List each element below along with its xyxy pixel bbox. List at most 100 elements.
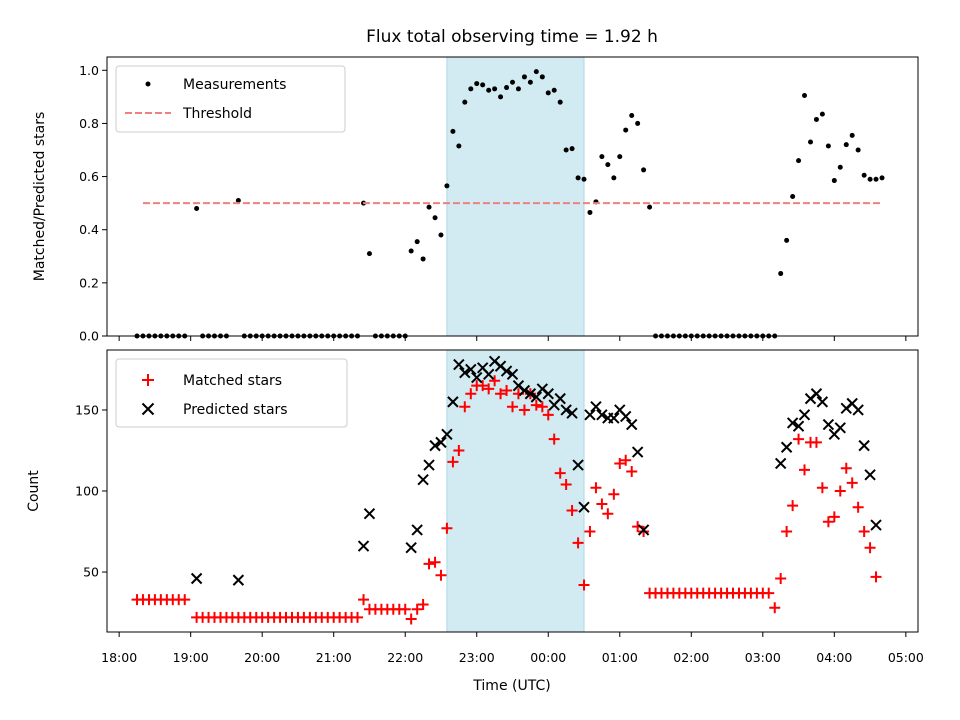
predicted-stars-point (810, 388, 823, 400)
predicted-stars-point (482, 368, 495, 381)
matched-stars-point (405, 613, 417, 625)
bottom-y-tick-label: 150 (75, 402, 99, 417)
measurement-point (581, 176, 587, 182)
bottom-axes-frame (106, 349, 919, 633)
measurement-point (486, 87, 492, 93)
predicted-stars-point (530, 391, 543, 403)
measurement-point (444, 183, 450, 189)
matched-stars-point (489, 375, 501, 387)
measurement-point (468, 86, 474, 92)
top-y-tick-label: 0.6 (79, 169, 99, 184)
measurement-point (492, 86, 498, 92)
predicted-stars-point (363, 507, 376, 520)
bottom-marks (131, 355, 882, 625)
x-tick-label: 05:00 (888, 650, 924, 665)
measurement-point (527, 79, 533, 85)
measurement-point (498, 94, 504, 100)
top-y-tick-label: 0.2 (79, 275, 99, 290)
predicted-stars-point (816, 396, 829, 408)
measurement-point (504, 85, 510, 91)
measurement-point (867, 176, 873, 182)
measurement-point (557, 99, 563, 105)
predicted-stars-point (774, 457, 787, 470)
predicted-stars-point (435, 436, 447, 449)
matched-stars-point (560, 479, 572, 491)
chart-title: Flux total observing time = 1.92 h (366, 27, 658, 47)
measurement-point (462, 99, 468, 105)
x-tick-label: 03:00 (745, 650, 781, 665)
legend-matched-marker (142, 374, 154, 386)
x-tick-label: 20:00 (244, 650, 280, 665)
measurement-point (575, 175, 581, 181)
matched-stars-point (626, 466, 638, 478)
bottom-shaded-span (446, 349, 585, 633)
measurement-point (420, 256, 426, 262)
top-y-tick-label: 0.4 (79, 222, 99, 237)
matched-stars-point (763, 587, 775, 599)
predicted-stars-point (572, 459, 584, 471)
bottom-y-ticks: 50 100 150 (75, 402, 107, 580)
matched-stars-point (477, 380, 489, 392)
legend-measurements-marker (145, 81, 151, 87)
measurement-point (647, 204, 653, 210)
matched-stars-point (638, 526, 650, 538)
matched-stars-point (566, 504, 578, 516)
measurement-point (641, 167, 647, 173)
matched-stars-point (614, 457, 626, 469)
matched-stars-point (596, 498, 608, 510)
predicted-stars-point (584, 409, 596, 421)
matched-stars-point (179, 594, 191, 606)
predicted-stars-point (608, 412, 620, 424)
measurement-point (235, 197, 241, 203)
top-panel: 0.0 0.2 0.4 0.6 0.8 1.0 Matched/Predicted sta… (32, 56, 919, 344)
measurement-point (611, 175, 617, 181)
matched-stars-point (501, 385, 513, 397)
matched-stars-point (852, 501, 864, 513)
measurement-point (802, 93, 808, 99)
measurement-point (617, 154, 623, 160)
predicted-stars-point (620, 410, 632, 423)
predicted-stars-point (834, 422, 846, 434)
matched-stars-point (584, 526, 596, 538)
matched-stars-point (816, 482, 828, 494)
predicted-stars-point (423, 459, 435, 471)
measurement-point (813, 116, 819, 122)
legend-predicted-marker (141, 402, 155, 416)
measurement-point (450, 128, 456, 134)
matched-stars-point (518, 404, 530, 416)
predicted-stars-point (870, 519, 882, 531)
x-tick-label: 21:00 (316, 650, 352, 665)
predicted-stars-point (626, 418, 638, 431)
predicted-stars-point (518, 384, 531, 397)
matched-stars-point (429, 556, 441, 568)
matched-stars-point (620, 454, 632, 466)
measurement-point (790, 194, 796, 199)
measurement-point (426, 204, 432, 210)
measurement-point (587, 209, 593, 215)
top-y-tick-label: 0.8 (79, 116, 99, 131)
matched-stars-point (435, 569, 447, 581)
matched-stars-point (536, 401, 548, 413)
top-shaded-span (446, 56, 585, 337)
x-tick-label: 04:00 (816, 650, 852, 665)
x-tick-label: 01:00 (602, 650, 638, 665)
matched-stars-point (352, 611, 364, 623)
bottom-panel: 50 100 150 18:00 19:00 20:00 21:00 22:00 23:00 0… (26, 349, 924, 694)
matched-stars-point (542, 409, 554, 421)
predicted-stars-point (190, 572, 203, 585)
top-y-tick-label: 0.0 (79, 329, 99, 344)
predicted-stars-point (578, 501, 590, 513)
measurement-point (837, 164, 843, 170)
measurement-point (879, 175, 885, 181)
measurement-point (438, 232, 444, 238)
predicted-stars-point (822, 418, 835, 431)
measurement-point (539, 74, 545, 80)
predicted-stars-point (798, 409, 811, 421)
top-legend: Measurements Threshold (115, 65, 346, 133)
measurement-point (843, 142, 849, 148)
predicted-stars-point (560, 404, 572, 416)
predicted-stars-point (596, 409, 608, 421)
measurement-point (825, 143, 831, 149)
predicted-stars-point (786, 417, 799, 429)
measurement-point (849, 132, 855, 138)
